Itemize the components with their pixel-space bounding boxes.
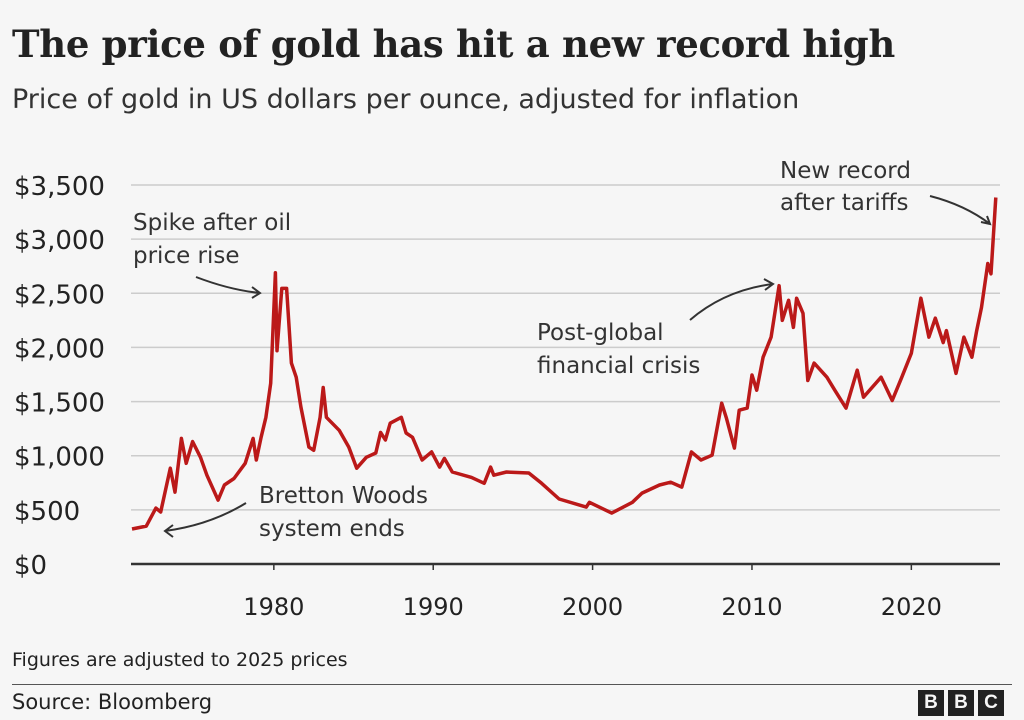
- y-tick-label: $3,500: [14, 172, 105, 202]
- bbc-logo: B B C: [918, 690, 1004, 716]
- x-tick-label: 2020: [881, 593, 942, 621]
- arrow-oil-spike: [195, 276, 262, 299]
- arrow-bretton-woods: [163, 502, 247, 538]
- bbc-logo-block: B: [948, 690, 974, 716]
- y-tick-label: $3,000: [14, 226, 105, 256]
- y-tick-label: $500: [14, 497, 80, 527]
- gold-price-chart: $0 $500 $1,000 $1,500 $2,000 $2,500 $3,000 $3,5…: [14, 158, 1000, 621]
- annotation-oil-spike: Spike after oil price rise: [133, 210, 291, 269]
- footer-divider: [12, 684, 1012, 685]
- arrow-financial-crisis: [689, 278, 775, 321]
- chart-subtitle: Price of gold in US dollars per ounce, a…: [12, 84, 800, 115]
- source-text: Source: Bloomberg: [12, 690, 213, 714]
- y-tick-label: $1,000: [14, 443, 105, 473]
- x-tick-label: 1980: [243, 593, 304, 621]
- y-tick-label: $1,500: [14, 389, 105, 419]
- y-tick-label: $2,000: [14, 334, 105, 364]
- y-tick-label: $2,500: [14, 280, 105, 310]
- x-tick-label: 2000: [562, 593, 623, 621]
- footnote: Figures are adjusted to 2025 prices: [12, 649, 348, 671]
- arrow-tariffs: [929, 195, 992, 226]
- annotation-financial-crisis: Post-global financial crisis: [537, 320, 700, 379]
- annotations: Spike after oil price rise Bretton Woods s…: [133, 158, 992, 542]
- annotation-bretton-woods: Bretton Woods system ends: [259, 483, 428, 542]
- y-tick-label: $0: [14, 551, 47, 581]
- chart-title: The price of gold has hit a new record h…: [12, 22, 895, 66]
- gold-price-line: [131, 197, 998, 531]
- x-tick-label: 2010: [721, 593, 782, 621]
- bbc-logo-block: C: [978, 690, 1004, 716]
- bbc-logo-block: B: [918, 690, 944, 716]
- annotation-tariffs: New record after tariffs: [780, 158, 911, 216]
- x-tick-label: 1990: [403, 593, 464, 621]
